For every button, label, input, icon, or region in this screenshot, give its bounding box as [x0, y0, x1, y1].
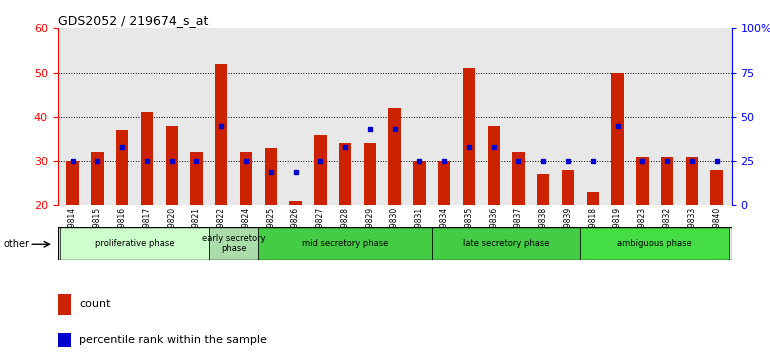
Bar — [58, 333, 71, 347]
Bar — [60, 227, 209, 260]
Text: mid secretory phase: mid secretory phase — [302, 239, 388, 248]
Text: percentile rank within the sample: percentile rank within the sample — [79, 335, 266, 345]
Bar — [512, 152, 524, 205]
Text: GDS2052 / 219674_s_at: GDS2052 / 219674_s_at — [58, 14, 208, 27]
Bar — [314, 135, 326, 205]
Text: late secretory phase: late secretory phase — [463, 239, 549, 248]
Bar — [636, 156, 648, 205]
Bar — [66, 161, 79, 205]
Bar — [562, 170, 574, 205]
Bar — [438, 161, 450, 205]
Bar — [711, 170, 723, 205]
Bar — [209, 227, 259, 260]
Bar — [432, 227, 581, 260]
Bar — [58, 294, 71, 315]
Bar — [413, 161, 426, 205]
Bar — [685, 156, 698, 205]
Bar — [166, 126, 178, 205]
Text: other: other — [4, 239, 30, 249]
Bar — [259, 227, 432, 260]
Text: early secretory
phase: early secretory phase — [202, 234, 266, 253]
Bar — [581, 227, 729, 260]
Bar — [661, 156, 673, 205]
Bar — [587, 192, 599, 205]
Bar — [116, 130, 129, 205]
Text: count: count — [79, 299, 110, 309]
Bar — [339, 143, 351, 205]
Bar — [463, 68, 475, 205]
Bar — [611, 73, 624, 205]
Bar — [487, 126, 500, 205]
Bar — [141, 113, 153, 205]
Bar — [239, 152, 253, 205]
Bar — [215, 64, 227, 205]
Bar — [363, 143, 376, 205]
Text: proliferative phase: proliferative phase — [95, 239, 174, 248]
Bar — [290, 201, 302, 205]
Text: ambiguous phase: ambiguous phase — [618, 239, 692, 248]
Bar — [537, 175, 550, 205]
Bar — [265, 148, 277, 205]
Bar — [91, 152, 104, 205]
Bar — [388, 108, 401, 205]
Bar — [190, 152, 203, 205]
